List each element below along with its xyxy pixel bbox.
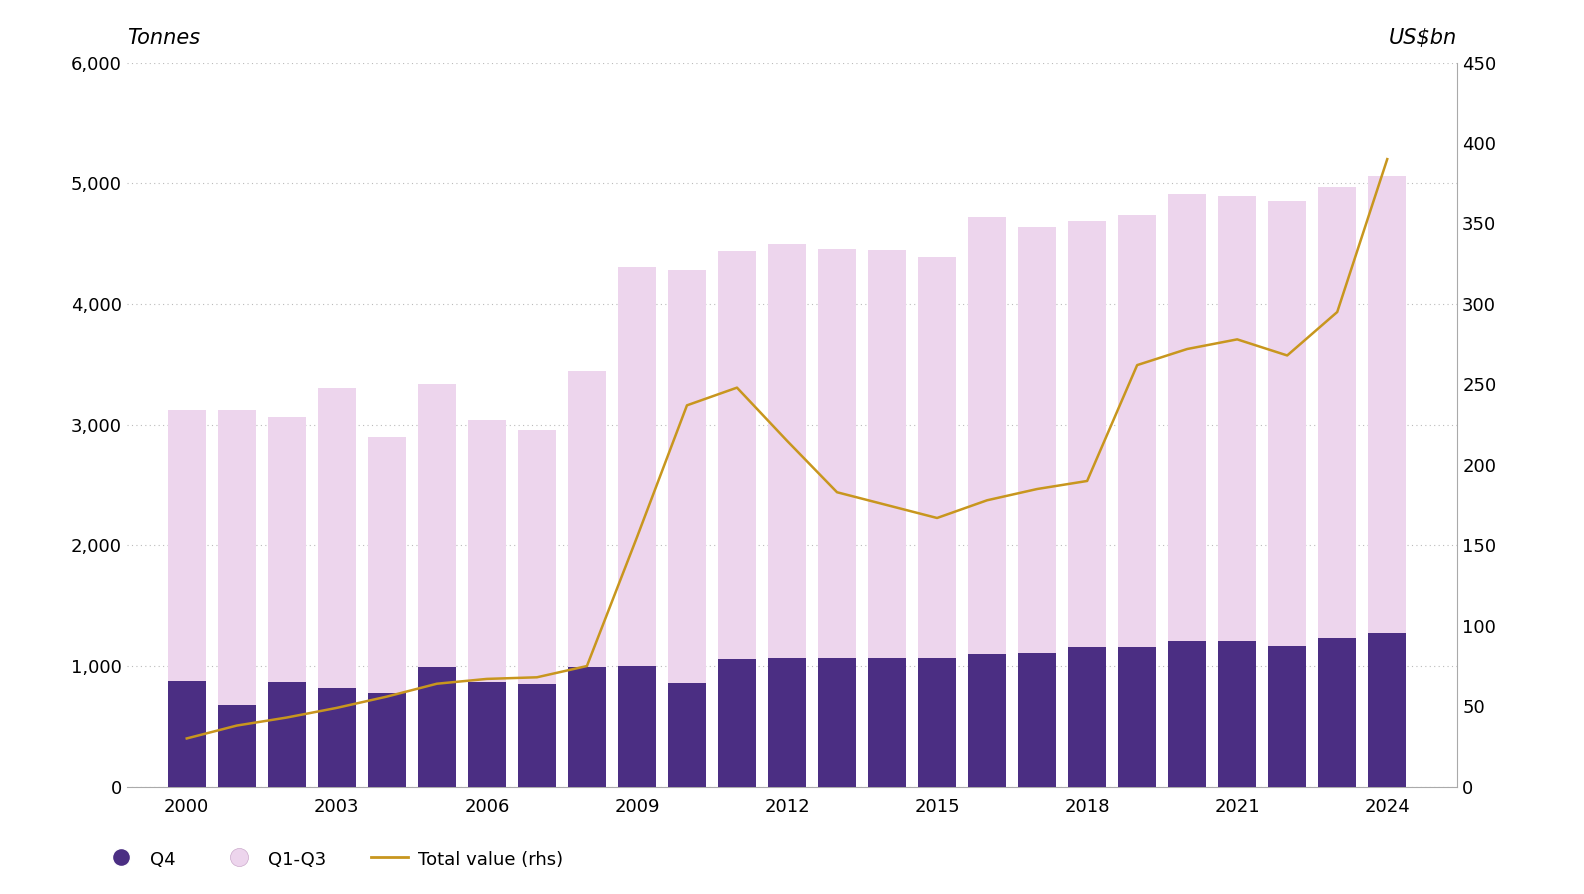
Bar (768, 244, 806, 658)
Bar (569, 371, 605, 667)
Bar (1019, 227, 1057, 653)
Bar (668, 270, 706, 683)
Bar (219, 410, 255, 704)
Bar (219, 704, 255, 787)
Bar (968, 654, 1006, 787)
Bar (618, 266, 656, 666)
Bar (1269, 201, 1305, 645)
Bar (668, 683, 706, 787)
Bar (1068, 647, 1106, 787)
Bar (1169, 641, 1205, 787)
Bar (1068, 222, 1106, 647)
Bar (919, 658, 955, 787)
Bar (1118, 647, 1156, 787)
Bar (418, 667, 456, 787)
Bar (268, 417, 306, 682)
Bar (518, 430, 556, 684)
Bar (469, 682, 505, 787)
Bar (518, 684, 556, 787)
Bar (1318, 638, 1356, 787)
Bar (268, 682, 306, 787)
Bar (868, 658, 906, 787)
Bar (469, 420, 505, 682)
Bar (968, 217, 1006, 654)
Bar (367, 436, 406, 693)
Bar (569, 667, 605, 787)
Bar (618, 666, 656, 787)
Bar (718, 251, 756, 660)
Text: Tonnes: Tonnes (127, 28, 200, 48)
Bar (1318, 187, 1356, 638)
Bar (1169, 194, 1205, 641)
Bar (367, 693, 406, 787)
Bar (168, 410, 206, 680)
Bar (919, 257, 955, 658)
Bar (318, 687, 355, 787)
Bar (768, 658, 806, 787)
Bar (868, 249, 906, 658)
Bar (1218, 641, 1256, 787)
Bar (1218, 196, 1256, 641)
Text: US$bn: US$bn (1389, 28, 1457, 48)
Bar (819, 249, 855, 658)
Bar (718, 660, 756, 787)
Bar (418, 384, 456, 667)
Bar (318, 388, 355, 687)
Bar (1369, 176, 1407, 634)
Bar (168, 680, 206, 787)
Bar (1269, 645, 1305, 787)
Legend: Q4, Q1-Q3, Total value (rhs): Q4, Q1-Q3, Total value (rhs) (97, 842, 570, 876)
Bar (819, 658, 855, 787)
Bar (1019, 653, 1057, 787)
Bar (1118, 215, 1156, 647)
Bar (1369, 634, 1407, 787)
